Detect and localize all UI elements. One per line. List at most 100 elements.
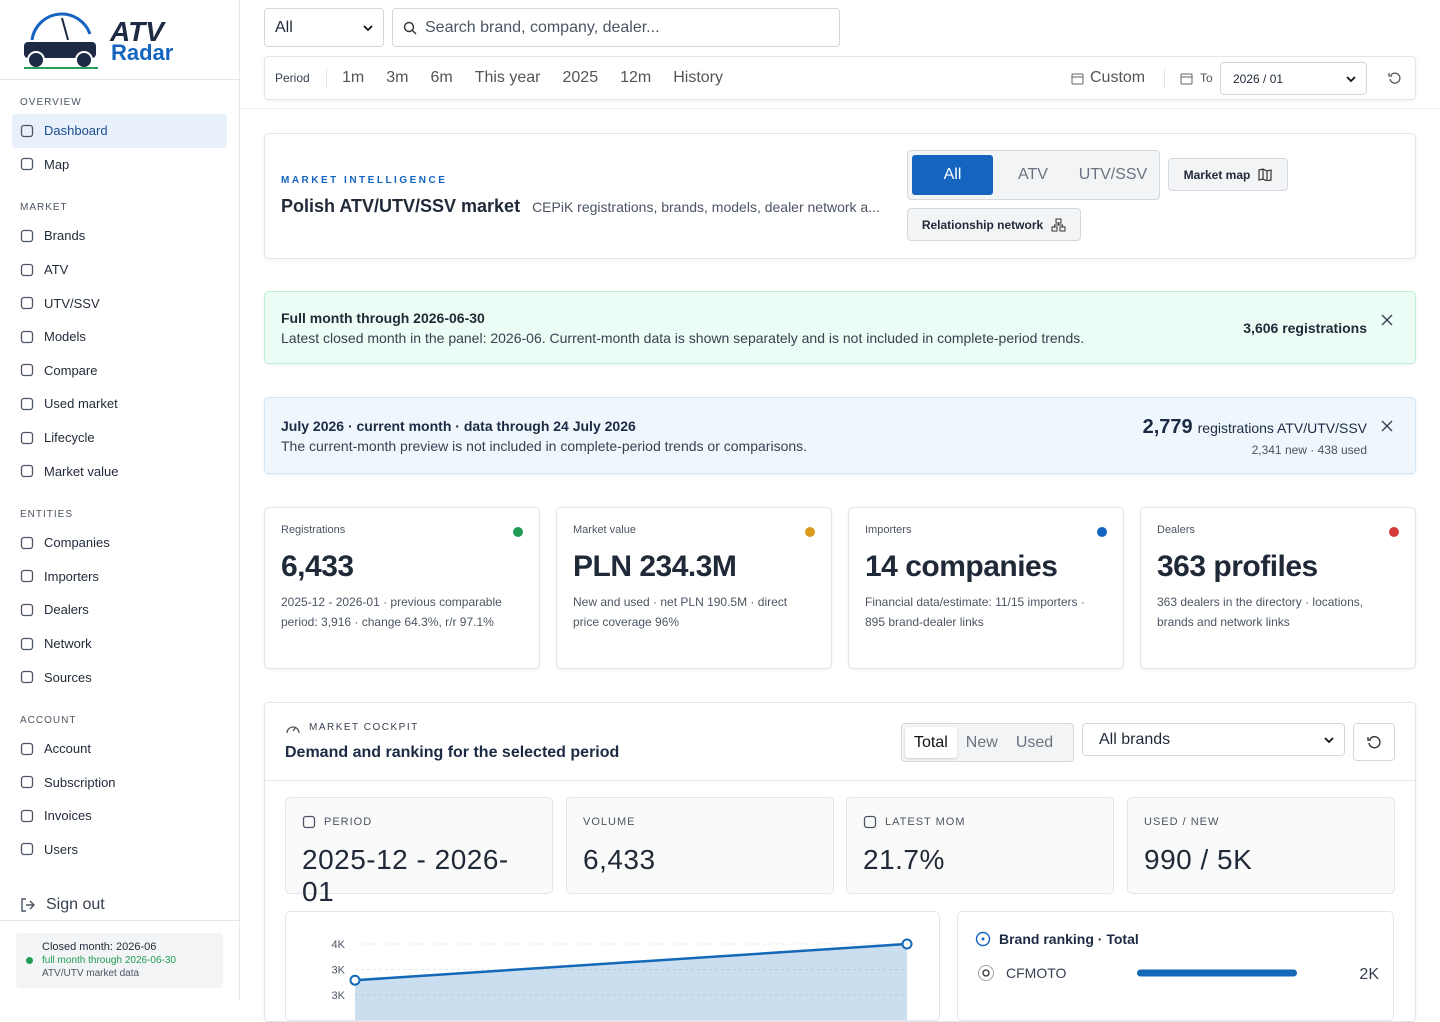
icon-shape <box>20 229 34 243</box>
sign-out[interactable]: Sign out <box>20 896 105 914</box>
kpi-card: Importers 14 companies Financial data/esti… <box>848 507 1124 669</box>
refresh-button[interactable] <box>1353 723 1395 761</box>
eyebrow: MARKET INTELLIGENCE <box>281 175 448 186</box>
period-option[interactable]: 3m <box>386 69 409 86</box>
relationship-network-button[interactable]: Relationship network <box>907 208 1081 241</box>
count-value: 2,779 <box>1142 416 1193 438</box>
icon-shape <box>20 603 34 617</box>
nav-item[interactable]: Map <box>12 148 227 182</box>
nav-item[interactable]: Lifecycle <box>12 421 227 455</box>
nav-item[interactable]: ATV <box>12 253 227 287</box>
nav-item[interactable]: Account <box>12 732 227 766</box>
logo[interactable]: ATV Radar <box>18 10 188 70</box>
hero-heading: Polish ATV/UTV/SSV market CEPiK registra… <box>281 196 880 217</box>
market-map-button[interactable]: Market map <box>1168 158 1288 191</box>
nav-item[interactable]: Importers <box>12 560 227 594</box>
kpi-text: 2025-12 - 2026-01 · previous comparable … <box>281 595 502 629</box>
cockpit-title: Demand and ranking for the selected peri… <box>285 744 620 761</box>
status-note: ATV/UTV market data <box>42 968 140 979</box>
nav-label: Sources <box>44 669 92 685</box>
period-option[interactable]: This year <box>474 69 541 86</box>
nav-label: UTV/SSV <box>44 295 100 311</box>
stat-value: 21.7% <box>863 844 945 875</box>
notice-text: Latest closed month in the panel: 2026-0… <box>281 330 1085 346</box>
eyebrow: MARKET COCKPIT <box>309 722 419 733</box>
nav-item[interactable]: Dashboard <box>12 114 227 148</box>
kpi-value: PLN 234.3M <box>573 550 737 583</box>
period-option[interactable]: 12m <box>620 69 652 86</box>
main: All Search brand, company, dealer... Per… <box>240 0 1440 1022</box>
nav-item[interactable]: UTV/SSV <box>12 286 227 320</box>
nav-icon <box>20 637 34 650</box>
period-option[interactable]: 2025 <box>562 69 599 86</box>
bar <box>1137 969 1297 977</box>
nav-item[interactable]: Companies <box>12 526 227 560</box>
logo-icon <box>24 12 98 69</box>
segment[interactable]: UTV/SSV <box>1078 166 1148 183</box>
nav-item[interactable]: Network <box>12 627 227 661</box>
nav-item[interactable]: Brands <box>12 219 227 253</box>
line <box>354 942 908 982</box>
icon-shape <box>20 397 34 411</box>
segment[interactable]: ATV <box>1018 166 1048 183</box>
icon-shape <box>20 263 34 276</box>
nav-section: ENTITIES Companies Importers Dealers Network… <box>0 504 239 694</box>
notice-count: 3,606 registrations <box>1243 320 1367 336</box>
nav-label: Importers <box>44 568 99 584</box>
nav-item[interactable]: Used market <box>12 387 227 421</box>
nav-item[interactable]: Users <box>12 833 227 867</box>
close-button[interactable] <box>1381 314 1393 326</box>
nav-label: Models <box>44 329 86 345</box>
nav-item[interactable]: Sources <box>12 660 227 694</box>
brand-select[interactable]: All brands <box>1082 723 1345 756</box>
stat-value: 2025-12 - 2026-01 <box>302 844 509 907</box>
search-placeholder: Search brand, company, dealer... <box>425 18 660 36</box>
nav-item[interactable]: Invoices <box>12 799 227 833</box>
to-select[interactable]: 2026 / 01 <box>1220 62 1367 95</box>
to-value: 2026 / 01 <box>1233 71 1284 86</box>
nav-section: OVERVIEW Dashboard Map <box>0 92 239 181</box>
calendar-icon <box>1180 73 1193 85</box>
nav-icon <box>20 464 34 478</box>
chevron <box>1346 75 1356 82</box>
search-icon <box>403 21 417 34</box>
nav-section: ACCOUNT Account Subscription Invoices Users <box>0 710 239 866</box>
segment[interactable]: Total <box>905 727 957 758</box>
reset-button[interactable] <box>1388 71 1402 85</box>
trend-chart-box: 4K 3K 3K <box>285 911 940 1021</box>
nav-icon <box>20 330 34 343</box>
brand-icon <box>982 969 990 977</box>
nav-icon <box>20 263 34 276</box>
segment[interactable]: All <box>912 155 993 195</box>
close-button[interactable] <box>1381 420 1393 432</box>
nav-item[interactable]: Market value <box>12 454 227 488</box>
search[interactable]: Search brand, company, dealer... <box>392 8 840 47</box>
divider <box>265 780 1415 781</box>
scope-value: All <box>275 18 293 36</box>
kpi-text: 363 dealers in the directory · locations… <box>1157 595 1364 629</box>
y-tick-label: 4K <box>332 939 346 951</box>
kpi-text: Financial data/estimate: 11/15 importers… <box>865 595 1085 629</box>
nav-icon <box>20 431 34 444</box>
scope-select[interactable]: All <box>264 8 384 47</box>
map-icon <box>1258 168 1272 181</box>
y-tick-label: 3K <box>332 965 346 977</box>
nav-item[interactable]: Compare <box>12 354 227 388</box>
nav-icon <box>20 124 34 137</box>
segment[interactable]: New <box>965 733 998 751</box>
nav-item[interactable]: Models <box>12 320 227 354</box>
nav-item[interactable]: Subscription <box>12 766 227 800</box>
period-option[interactable]: History <box>673 69 723 86</box>
point <box>349 974 361 986</box>
category-toggle: All ATV UTV/SSV <box>907 150 1160 200</box>
button-label: Relationship network <box>921 217 1044 232</box>
status-detail: full month through 2026-06-30 <box>42 955 176 966</box>
custom[interactable]: Custom <box>1071 57 1145 99</box>
nav-item[interactable]: Dealers <box>12 593 227 627</box>
period-option[interactable]: 6m <box>430 69 453 86</box>
custom-label: Custom <box>1090 69 1146 86</box>
nav-icon <box>20 809 34 823</box>
ranking-icon <box>975 931 991 947</box>
segment[interactable]: Used <box>1015 733 1054 751</box>
period-option[interactable]: 1m <box>342 69 365 86</box>
